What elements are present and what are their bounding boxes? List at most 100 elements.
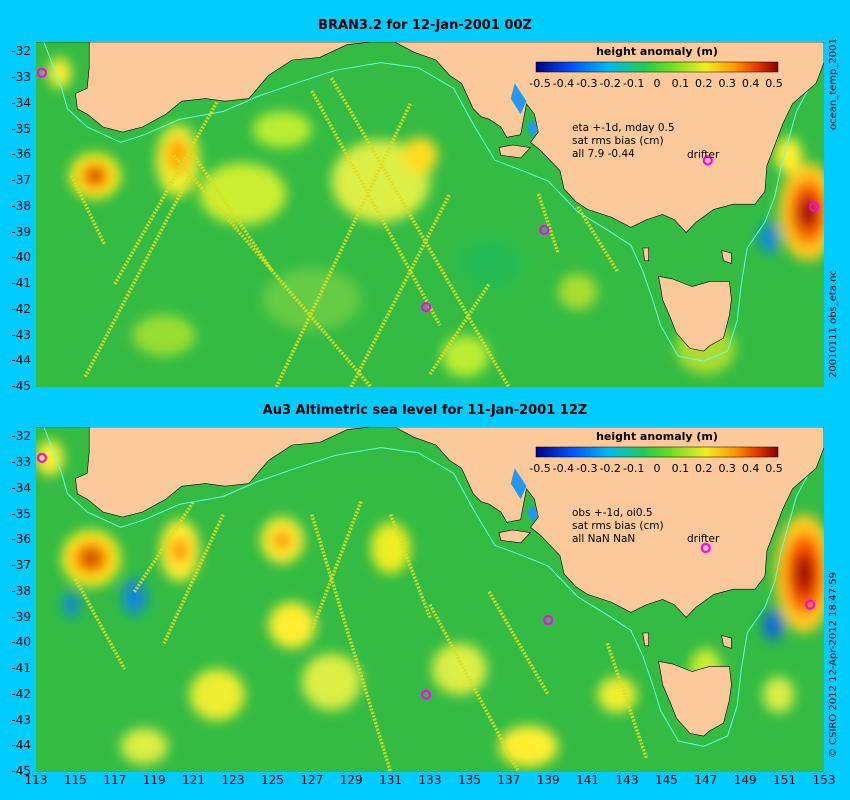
- anomaly-blob: [370, 522, 411, 574]
- lon-tick-label: 113: [24, 773, 48, 787]
- satellite-track: [69, 175, 107, 247]
- panel-title-bottom: Au3 Altimetric sea level for 11-Jan-2001…: [262, 403, 588, 418]
- satellite-track: [310, 501, 363, 632]
- lat-tick-label: -34: [11, 95, 31, 110]
- satellite-track: [113, 90, 225, 285]
- anomaly-blob: [758, 222, 779, 254]
- colorbar-tick-label: 0.2: [695, 462, 713, 475]
- panel-title-top: BRAN3.2 for 12-Jan-2001 00Z: [318, 18, 532, 33]
- stats-annotation-top: eta +-1d, mday 0.5 sat rms bias (cm) all 7…: [572, 122, 675, 161]
- drifter-marker: [809, 201, 820, 212]
- drifter-label-bottom: drifter: [687, 533, 720, 545]
- map-panel-bottom: [36, 427, 824, 772]
- tasmania: [658, 660, 732, 737]
- lat-tick-label: -44: [11, 353, 31, 368]
- lon-tick-label: 123: [221, 773, 245, 787]
- lon-tick-label: 149: [733, 773, 757, 787]
- anomaly-blob: [762, 609, 783, 641]
- lon-tick-label: 137: [497, 773, 521, 787]
- map-panel-top: [36, 42, 824, 387]
- colorbar-tick-label: 0.4: [741, 77, 760, 90]
- mainland: [36, 427, 824, 618]
- lat-tick-label: -41: [11, 661, 31, 675]
- anomaly-blob: [63, 591, 80, 618]
- drifter-marker: [420, 302, 432, 313]
- satellite-track: [172, 154, 373, 387]
- lon-tick-label: 139: [536, 773, 560, 787]
- anomaly-blob: [120, 728, 168, 765]
- stats-line: sat rms bias (cm): [572, 520, 664, 532]
- map-canvas: [36, 427, 824, 772]
- anomaly-blob: [268, 602, 316, 649]
- colorbar-tick-label: -0.4: [552, 462, 575, 475]
- anomaly-blob: [81, 548, 102, 569]
- lon-tick-label: 151: [773, 773, 797, 787]
- stats-line: all NaN NaN: [572, 533, 636, 545]
- lat-tick-label: -42: [11, 301, 31, 316]
- stats-line: all 7.9 -0.44: [572, 148, 635, 160]
- anomaly-blob: [457, 240, 521, 287]
- spencer-gulf: [510, 83, 527, 115]
- anomaly-blob: [199, 163, 287, 225]
- anomaly-blob: [122, 578, 147, 615]
- lon-tick-label: 141: [576, 773, 600, 787]
- anomaly-blob: [36, 439, 64, 476]
- colorbar-tick-label: -0.3: [576, 462, 598, 475]
- anomaly-blob: [802, 201, 815, 223]
- anomaly-blob: [252, 111, 312, 148]
- lon-tick-label: 143: [615, 773, 639, 787]
- lon-tick-label: 121: [182, 773, 206, 787]
- anomaly-blob: [774, 137, 803, 174]
- lon-tick-label: 119: [142, 773, 166, 787]
- drifter-marker: [700, 542, 711, 554]
- satellite-track: [428, 283, 491, 376]
- colorbar-bottom: height anomaly (m) -0.5 -0.4 -0.3 -0.2 -0.1 0…: [529, 430, 782, 475]
- colorbar-tick-label: 0.3: [718, 77, 736, 90]
- lat-tick-label: -42: [11, 686, 31, 701]
- copyright-label: © CSIRO 2012 12-Apr-2012 18:47:59: [828, 571, 839, 758]
- lon-tick-label: 129: [339, 773, 363, 787]
- lat-tick-label: -43: [11, 327, 31, 342]
- satellite-track: [133, 500, 196, 593]
- anomaly-blob: [441, 335, 490, 377]
- file-label: 20010111 obs_eta.nc: [828, 270, 839, 378]
- lat-tick-label: -43: [11, 712, 31, 727]
- lat-tick-label: -44: [11, 738, 31, 753]
- colorbar-tick-label: -0.3: [576, 77, 598, 90]
- lat-tick-label: -36: [11, 532, 31, 547]
- anomaly-blob: [87, 168, 103, 184]
- lon-tick-label: 115: [63, 773, 87, 787]
- spencer-gulf: [510, 468, 527, 500]
- satellite-track: [310, 514, 393, 772]
- drifter-marker: [420, 689, 432, 700]
- anomaly-blob: [47, 57, 72, 89]
- colorbar-tick-label: 0: [653, 77, 661, 90]
- lat-tick-label: -39: [11, 609, 31, 624]
- colorbar-tick-label: -0.4: [552, 77, 575, 90]
- lat-tick-label: -37: [11, 173, 31, 188]
- stats-line: eta +-1d, mday 0.5: [572, 122, 675, 134]
- mainland: [36, 42, 824, 233]
- lat-tick-label: -32: [11, 44, 31, 59]
- lat-tick-label: -38: [11, 583, 31, 598]
- tasmania: [658, 275, 732, 352]
- colorbar-gradient: [535, 446, 779, 458]
- lat-tick-label: -39: [11, 224, 31, 239]
- satellite-track: [428, 603, 521, 772]
- anomaly-blob: [431, 643, 488, 695]
- anomaly-blob: [132, 314, 196, 357]
- drifter-marker: [702, 155, 713, 166]
- lat-tick-label: -35: [11, 121, 31, 136]
- lat-tick-label: -40: [11, 635, 31, 650]
- lat-tick-label: -34: [11, 480, 31, 495]
- colorbar-title: height anomaly (m): [596, 430, 718, 443]
- lat-tick-label: -33: [11, 455, 31, 470]
- lat-tick-label: -45: [11, 379, 31, 393]
- lat-tick-label: -41: [11, 276, 31, 290]
- anomaly-blob: [272, 529, 293, 551]
- colorbar-title: height anomaly (m): [596, 45, 718, 58]
- flinders-island: [721, 250, 732, 264]
- gulf-st-vincent: [526, 119, 539, 138]
- drifter-marker: [543, 614, 554, 626]
- drifter-marker: [539, 224, 550, 236]
